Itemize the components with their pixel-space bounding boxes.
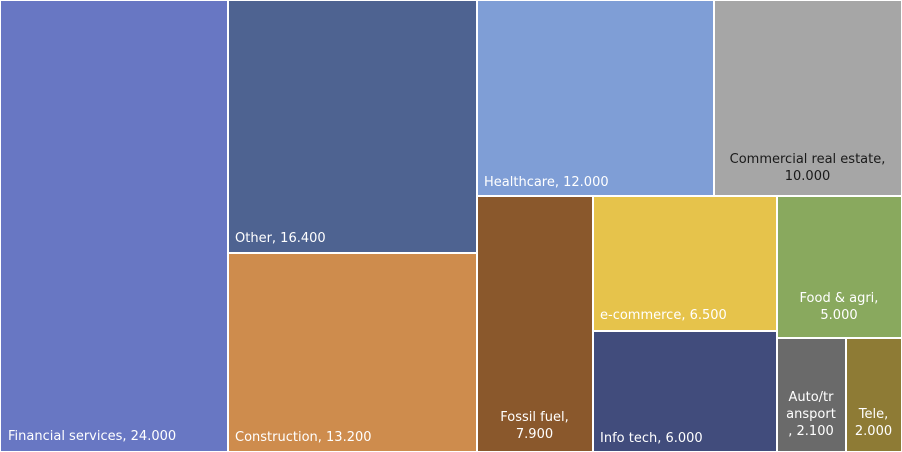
treemap-label: Healthcare, 12.000 [484,175,609,190]
treemap-cell-financial-services: Financial services, 24.000 [0,0,228,452]
treemap-cell-construction: Construction, 13.200 [228,253,477,452]
treemap-cell-auto-transport: Auto/tr ansport , 2.100 [777,338,846,452]
treemap-label: Tele, 2.000 [854,407,893,439]
treemap-cell-tele: Tele, 2.000 [846,338,902,452]
treemap-label: Info tech, 6.000 [600,431,703,446]
treemap-label: Auto/tr ansport , 2.100 [786,390,836,439]
treemap-cell-healthcare: Healthcare, 12.000 [477,0,714,196]
treemap-label: Food & agri, 5.000 [799,291,879,323]
treemap-label: Other, 16.400 [235,231,326,246]
treemap-cell-food-agri: Food & agri, 5.000 [777,196,902,338]
treemap-cell-commercial-real-estate: Commercial real estate, 10.000 [714,0,902,196]
treemap-label: Commercial real estate, 10.000 [729,152,886,184]
treemap-cell-e-commerce: e-commerce, 6.500 [593,196,777,331]
treemap-label: Fossil fuel, 7.900 [500,410,569,442]
treemap-label: Financial services, 24.000 [8,429,177,444]
treemap-cell-fossil-fuel: Fossil fuel, 7.900 [477,196,593,452]
treemap-label: Construction, 13.200 [235,430,372,445]
treemap-cell-info-tech: Info tech, 6.000 [593,331,777,452]
treemap-label: e-commerce, 6.500 [600,308,727,323]
treemap-cell-other: Other, 16.400 [228,0,477,253]
